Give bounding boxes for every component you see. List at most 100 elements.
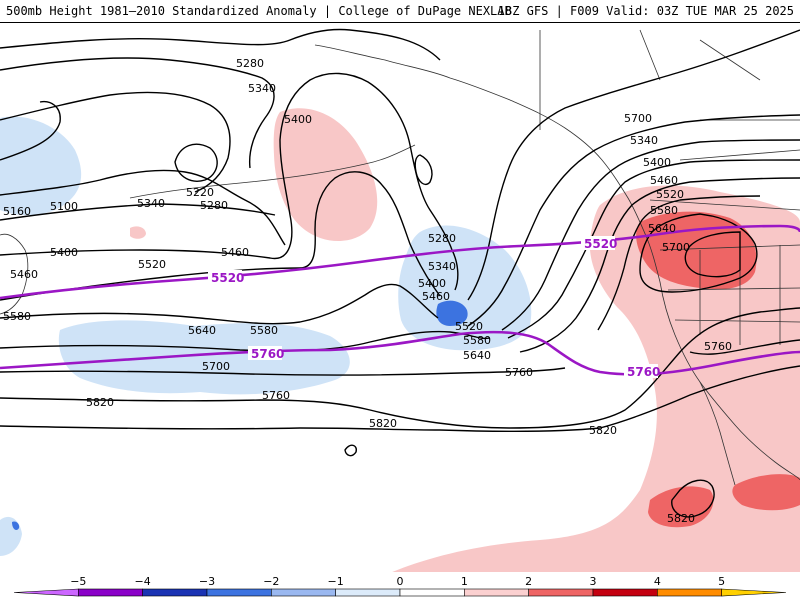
contour-line [414,154,433,186]
contour-label: 5280 [428,232,456,245]
negative-anomaly-area [0,516,22,556]
contour-line [684,231,741,278]
map-canvas: 5280 5340 5400 5220 5280 5340 5100 5160 … [0,28,800,572]
contour-label: 5700 [202,360,230,373]
contour-label: 5820 [667,512,695,525]
contour-label: 5400 [643,156,671,169]
contour-line [639,213,758,293]
contour-label: 5460 [10,268,38,281]
contour-line [501,139,800,331]
contour-line [597,195,761,331]
coastline-kamchatka [0,233,29,315]
contour-label: 5520 [656,188,684,201]
colorbar-tick-label: 1 [461,575,468,588]
contour-label: 5640 [188,324,216,337]
contour-label: 5820 [86,396,114,409]
contour-label: 5760 [262,389,290,402]
positive-anomaly-core [636,211,757,290]
colorbar-tick-label: 4 [654,575,661,588]
contour-line [507,159,800,339]
colorbar-tick-label: −2 [263,575,279,588]
colorbar-tick-label: 2 [525,575,532,588]
colorbar-segment [464,588,529,597]
contour-label: 5700 [662,241,690,254]
contour-label: 5520 [455,320,483,333]
contour-label: 5460 [221,246,249,259]
contour-label: 5520 [138,258,166,271]
contour-label: 5340 [137,197,165,210]
contour-label: 5280 [200,199,228,212]
contour-label: 5220 [186,186,214,199]
contour-line [0,169,286,246]
coastline-alaska [314,44,647,237]
contour-label: 5760 [704,340,732,353]
contour-5520 [0,224,800,300]
contour-line [0,171,441,301]
contour-label: 5160 [3,205,31,218]
contour-label: 5400 [418,277,446,290]
positive-anomaly-area [273,108,378,242]
colorbar-segment [78,588,143,597]
model-run-info: 18Z GFS | F009 Valid: 03Z TUE MAR 25 202… [497,4,794,18]
contour-line [467,114,800,327]
colorbar-tick-label: −4 [135,575,151,588]
contour-line [344,444,358,457]
contour-label: 5400 [50,246,78,259]
colorbar-tick-label: −1 [328,575,344,588]
colorbar-tick-label: 5 [718,575,725,588]
map-title: 500mb Height 1981–2010 Standardized Anom… [6,4,512,18]
colorbar-segment [271,588,336,597]
colorbar-segment [13,588,79,597]
coastlines [0,29,800,486]
contour-label: 5100 [50,200,78,213]
canada-interior-lines [539,29,800,211]
colorbar-segment [721,588,787,597]
coastline-baja [699,381,736,486]
contour-line [0,100,61,161]
contour-line [0,330,491,352]
positive-anomaly-core [648,486,714,528]
contour-labels: 5280 5340 5400 5220 5280 5340 5100 5160 … [3,57,732,525]
contour-line [0,365,800,433]
colorbar [13,588,787,597]
highlight-contours [0,224,800,376]
contour-line [174,143,218,182]
anomaly-shading [0,108,800,572]
contour-label: 5340 [630,134,658,147]
positive-anomaly-area [130,226,146,239]
contour-label: 5580 [650,204,678,217]
state-borders [659,244,800,345]
colorbar-segment [592,588,658,597]
contour-5520-label: 5520 [211,271,244,285]
contour-line [0,72,459,291]
contour-label: 5340 [428,260,456,273]
colorbar-segment [142,588,208,597]
negative-anomaly-area [58,320,350,395]
contour-5760-label: 5760 [627,365,660,379]
contour-line [689,339,800,355]
header-bar: 500mb Height 1981–2010 Standardized Anom… [0,0,800,23]
colorbar-tick-label: 0 [397,575,404,588]
contour-label: 5400 [284,113,312,126]
positive-anomaly-core [732,474,800,511]
contour-label: 5640 [648,222,676,235]
highlight-labels: 5520 5760 5520 5760 [208,236,660,379]
contour-label: 5460 [422,290,450,303]
contour-label: 5700 [624,112,652,125]
contour-line [0,203,276,221]
contour-label: 5580 [3,310,31,323]
negative-anomaly-area [398,225,532,351]
contour-label: 5760 [505,366,533,379]
contour-5760 [0,330,800,376]
contour-line [519,177,800,353]
contour-label: 5280 [236,57,264,70]
colorbar-segment [335,588,401,597]
colorbar-tick-label: −5 [70,575,86,588]
colorbar-segment [657,588,722,597]
colorbar-legend: −5 −4 −3 −2 −1 0 1 2 3 4 5 [13,575,787,597]
colorbar-ticks: −5 −4 −3 −2 −1 0 1 2 3 4 5 [70,575,725,588]
contour-label: 5340 [248,82,276,95]
colorbar-segment [206,588,272,597]
negative-anomaly-core [12,521,20,530]
